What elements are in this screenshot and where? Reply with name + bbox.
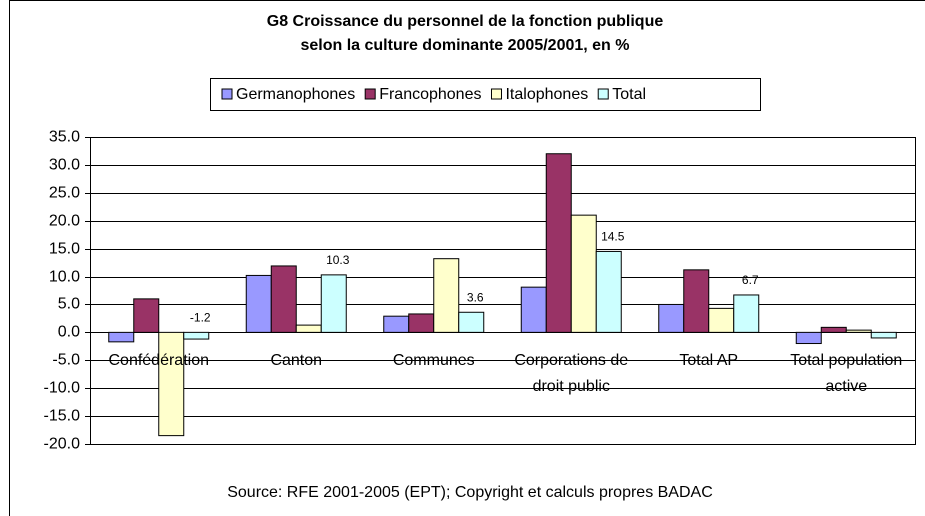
bar: [708, 307, 735, 333]
bar: [658, 303, 685, 333]
y-tick-label: -10.0: [44, 380, 81, 397]
data-label: -1.2: [190, 311, 211, 325]
data-label: 10.3: [326, 253, 350, 267]
legend-box: [210, 78, 761, 111]
bar: [820, 326, 847, 333]
x-tick-label: Total population active: [790, 352, 903, 396]
y-tick-label: -5.0: [52, 352, 80, 369]
bar: [270, 265, 297, 333]
x-tick-label: Total AP: [679, 352, 739, 370]
bar: [845, 329, 872, 333]
y-tick-label: 20.0: [49, 213, 80, 230]
bar: [545, 153, 572, 333]
legend-swatch: [490, 88, 502, 100]
plot-area: [90, 137, 916, 445]
bar: [133, 298, 160, 333]
chart-title: G8 Croissance du personnel de la fonctio…: [267, 13, 664, 30]
x-tick-label: Corporations de droit public: [514, 352, 629, 396]
chart-subtitle: selon la culture dominante 2005/2001, en…: [300, 37, 629, 54]
y-tick-label: 15.0: [49, 241, 80, 258]
legend-label: Italophones: [505, 86, 588, 103]
legend-swatch: [364, 88, 376, 100]
bar: [870, 331, 897, 339]
bar: [683, 269, 710, 333]
y-tick-label: 25.0: [49, 185, 80, 202]
y-tick-label: -15.0: [44, 408, 81, 425]
bar: [108, 331, 135, 343]
y-tick-label: -20.0: [44, 436, 81, 453]
bar: [795, 331, 822, 345]
bar: [183, 331, 210, 340]
legend-label: Total: [612, 86, 646, 103]
bar: [383, 315, 410, 333]
data-label: 3.6: [467, 290, 484, 304]
y-tick-label: 5.0: [58, 296, 80, 313]
y-tick-label: 10.0: [49, 269, 80, 286]
x-tick-label: Confédération: [108, 352, 209, 370]
y-tick-label: 35.0: [49, 129, 80, 146]
data-label: 6.7: [742, 273, 759, 287]
legend-label: Germanophones: [236, 86, 355, 103]
x-tick-label: Communes: [392, 352, 475, 370]
data-label: 14.5: [601, 230, 625, 244]
bar: [433, 258, 460, 333]
bar: [158, 331, 185, 437]
x-tick-label: Canton: [270, 352, 323, 370]
bar: [595, 250, 622, 333]
legend-label: Francophones: [379, 86, 481, 103]
y-tick-label: 0.0: [58, 324, 80, 341]
bar: [320, 274, 347, 333]
bar: [520, 286, 547, 333]
legend-swatch: [221, 88, 233, 100]
bar: [570, 214, 597, 333]
bar: [458, 311, 485, 333]
source: Source: RFE 2001-2005 (EPT); Copyright e…: [227, 484, 713, 501]
legend-swatch: [597, 88, 609, 100]
bar: [408, 313, 435, 333]
y-tick-label: 30.0: [49, 157, 80, 174]
bar: [733, 294, 760, 333]
bar: [245, 274, 272, 333]
bar: [295, 324, 322, 333]
